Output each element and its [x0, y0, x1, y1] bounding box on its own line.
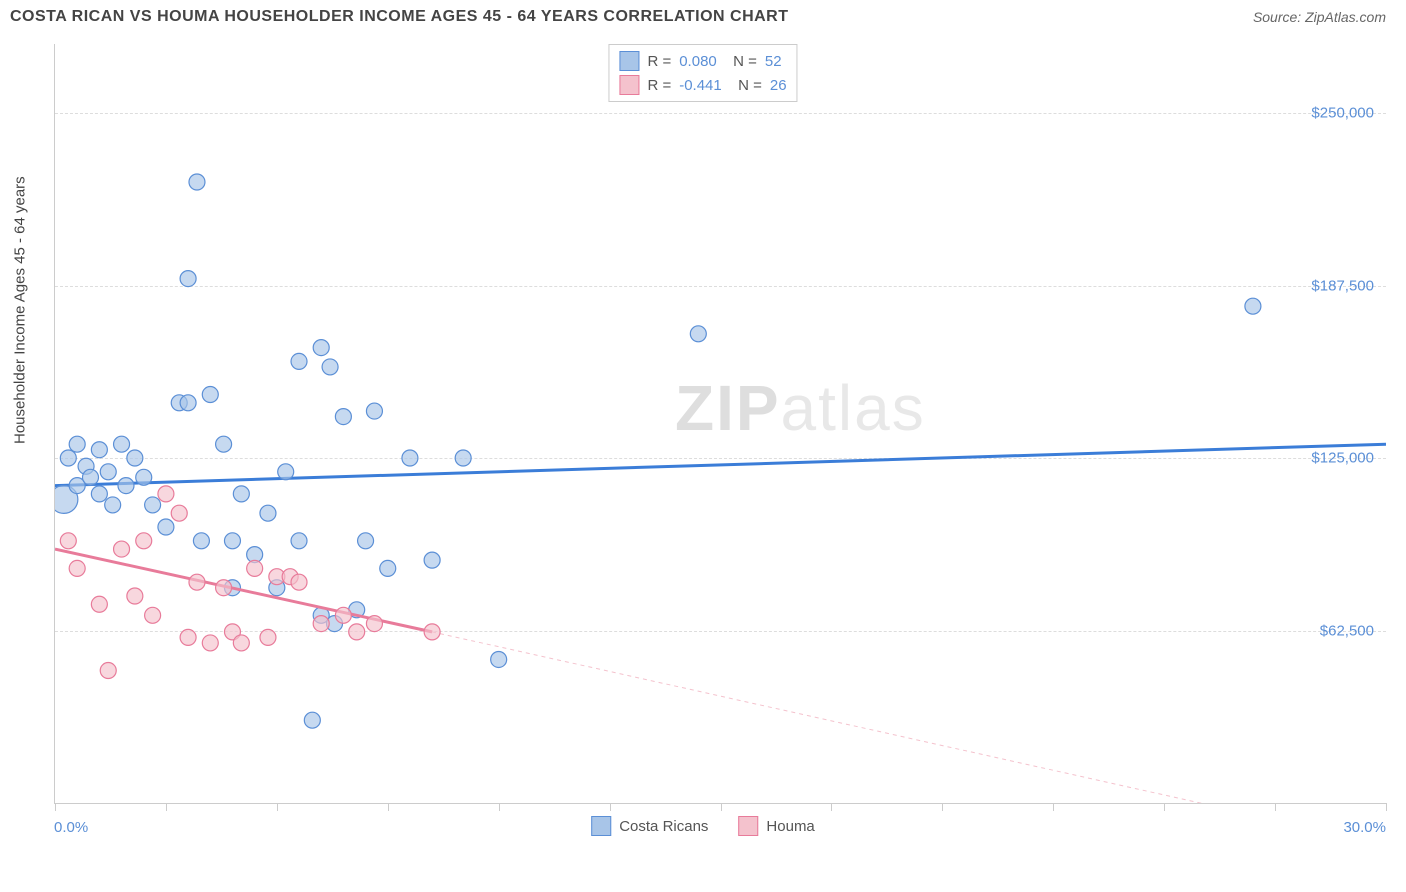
- legend-swatch-houma: [738, 816, 758, 836]
- legend-swatch-houma: [619, 75, 639, 95]
- legend-row-costa-ricans: R = 0.080 N = 52: [619, 49, 786, 73]
- x-axis-min-label: 0.0%: [54, 819, 88, 836]
- x-tick: [721, 803, 722, 811]
- correlation-legend: R = 0.080 N = 52 R = -0.441 N = 26: [608, 44, 797, 102]
- plot-area: ZIPatlas $62,500$125,000$187,500$250,000: [54, 44, 1386, 804]
- legend-r-value-0: 0.080: [679, 53, 717, 70]
- plot-svg: [55, 44, 1386, 803]
- chart-title: COSTA RICAN VS HOUMA HOUSEHOLDER INCOME …: [10, 8, 789, 26]
- x-tick: [499, 803, 500, 811]
- legend-swatch-costa-ricans: [619, 51, 639, 71]
- legend-n-label: N =: [725, 53, 757, 70]
- x-tick: [610, 803, 611, 811]
- x-tick: [166, 803, 167, 811]
- legend-swatch-costa-ricans: [591, 816, 611, 836]
- x-tick: [388, 803, 389, 811]
- chart-container: Householder Income Ages 45 - 64 years ZI…: [10, 34, 1396, 854]
- legend-r-label: R =: [647, 53, 671, 70]
- x-tick: [1053, 803, 1054, 811]
- series-legend: Costa Ricans Houma: [591, 816, 815, 836]
- x-tick: [831, 803, 832, 811]
- legend-row-houma: R = -0.441 N = 26: [619, 73, 786, 97]
- legend-n-value-1: 26: [770, 77, 787, 94]
- legend-r-label: R =: [647, 77, 671, 94]
- x-tick: [1164, 803, 1165, 811]
- chart-header: COSTA RICAN VS HOUMA HOUSEHOLDER INCOME …: [0, 0, 1406, 34]
- legend-n-label: N =: [730, 77, 762, 94]
- x-tick: [1275, 803, 1276, 811]
- y-axis-title: Householder Income Ages 45 - 64 years: [12, 176, 29, 444]
- x-tick: [1386, 803, 1387, 811]
- legend-item-houma: Houma: [738, 816, 814, 836]
- legend-label-1: Houma: [766, 818, 814, 835]
- legend-n-value-0: 52: [765, 53, 782, 70]
- x-tick: [277, 803, 278, 811]
- legend-r-value-1: -0.441: [679, 77, 722, 94]
- chart-source: Source: ZipAtlas.com: [1253, 9, 1386, 25]
- x-tick: [55, 803, 56, 811]
- x-tick: [942, 803, 943, 811]
- x-axis-max-label: 30.0%: [1343, 819, 1386, 836]
- legend-label-0: Costa Ricans: [619, 818, 708, 835]
- legend-item-costa-ricans: Costa Ricans: [591, 816, 708, 836]
